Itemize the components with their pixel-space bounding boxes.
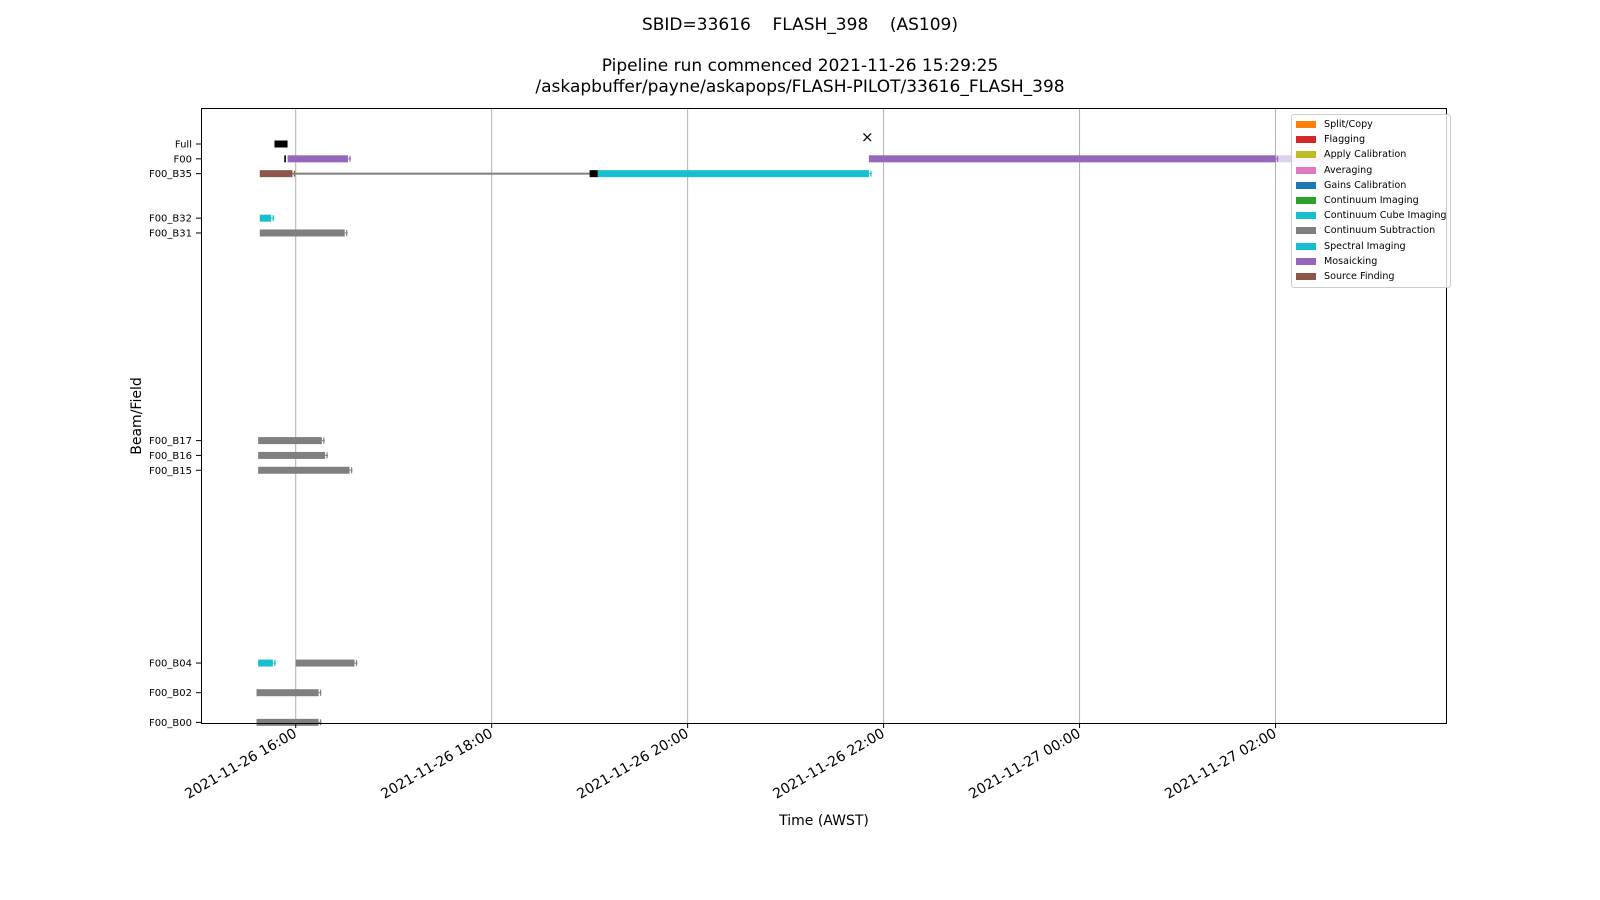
x-tick-label-2021-11-27-00-00: 2021-11-27 00:00 <box>966 726 1083 803</box>
legend-item-continuum-imaging: Continuum Imaging <box>1296 193 1446 208</box>
bar-f00-b02-continuum-subtraction-16 <box>256 689 319 697</box>
legend-item-source-finding: Source Finding <box>1296 269 1446 284</box>
legend-swatch-flagging <box>1296 136 1316 144</box>
bar-f00-b35-other-6 <box>292 172 598 175</box>
legend-label-continuum-subtraction: Continuum Subtraction <box>1324 225 1436 237</box>
bar-f00-b16-continuum-subtraction-12 <box>258 451 326 459</box>
plot-frame <box>201 108 1447 724</box>
legend-label-apply-calibration: Apply Calibration <box>1324 149 1407 161</box>
failure-marker-f00-0: × <box>861 128 874 146</box>
bar-f00-b31-continuum-subtraction-10 <box>259 229 345 237</box>
x-tick-label-2021-11-26-18-00: 2021-11-26 18:00 <box>378 726 495 803</box>
y-tick-label-f00-b04: F00_B04 <box>149 659 192 670</box>
legend-item-mosaicking: Mosaicking <box>1296 254 1446 269</box>
y-axis-ticks: Full F00 F00_B35 F00_B32 F00_B31 F00_B17 F00_B… <box>149 140 201 729</box>
legend-swatch-source-finding <box>1296 272 1316 280</box>
legend-swatch-apply-calibration <box>1296 151 1316 159</box>
legend-item-split-copy: Split/Copy <box>1296 117 1446 132</box>
legend-label-flagging: Flagging <box>1324 134 1366 146</box>
legend-label-split-copy: Split/Copy <box>1324 119 1373 131</box>
bar-f00-b32-spectral-imaging-9 <box>259 214 272 222</box>
legend: Split/Copy Flagging Apply Calibration Avera… <box>1291 114 1451 289</box>
legend-item-averaging: Averaging <box>1296 163 1446 178</box>
y-tick-label-f00-b15: F00_B15 <box>149 466 192 477</box>
bar-full-other-0 <box>274 140 288 148</box>
legend-swatch-split-copy <box>1296 121 1316 129</box>
legend-label-averaging: Averaging <box>1324 164 1373 176</box>
bar-f00-b35-other-7 <box>589 170 598 178</box>
x-axis-ticks: 2021-11-26 16:00 2021-11-26 18:00 2021-11-… <box>182 723 1280 803</box>
x-tick-label-2021-11-26-20-00: 2021-11-26 20:00 <box>574 726 691 803</box>
bar-f00-b17-continuum-subtraction-11 <box>258 437 322 445</box>
y-tick-label-f00: F00 <box>174 154 192 165</box>
legend-swatch-continuum-imaging <box>1296 197 1316 205</box>
y-tick-label-f00-b02: F00_B02 <box>149 688 192 699</box>
chart-subtitle-run: Pipeline run commenced 2021-11-26 15:29:… <box>601 56 999 76</box>
legend-swatch-continuum-subtraction <box>1296 227 1316 235</box>
legend-swatch-gains-calibration <box>1296 181 1316 189</box>
bar-f00-b04-continuum-subtraction-15 <box>295 659 355 667</box>
x-tick-label-2021-11-27-02-00: 2021-11-27 02:00 <box>1162 726 1279 803</box>
legend-swatch-spectral-imaging <box>1296 242 1316 250</box>
bar-f00-other-1 <box>284 155 286 163</box>
y-tick-label-f00-b16: F00_B16 <box>149 451 192 462</box>
y-axis-label: Beam/Field <box>129 377 145 454</box>
y-tick-label-full: Full <box>175 140 192 151</box>
bar-f00-b35-source-finding-5 <box>259 170 293 178</box>
y-tick-label-f00-b00: F00_B00 <box>149 718 192 729</box>
legend-label-spectral-imaging: Spectral Imaging <box>1324 240 1406 252</box>
legend-item-spectral-imaging: Spectral Imaging <box>1296 239 1446 254</box>
y-tick-label-f00-b17: F00_B17 <box>149 436 192 447</box>
legend-label-continuum-imaging: Continuum Imaging <box>1324 195 1419 207</box>
bar-f00-mosaicking-2 <box>287 155 348 163</box>
failure-markers: × <box>861 128 874 146</box>
x-tick-label-2021-11-26-22-00: 2021-11-26 22:00 <box>770 726 887 803</box>
y-tick-label-f00-b35: F00_B35 <box>149 169 192 180</box>
chart-subtitle-path: /askapbuffer/payne/askapops/FLASH-PILOT/… <box>535 77 1065 97</box>
bar-f00-b15-continuum-subtraction-13 <box>258 466 350 474</box>
legend-item-continuum-subtraction: Continuum Subtraction <box>1296 223 1446 238</box>
bar-f00-b04-spectral-imaging-14 <box>258 659 273 667</box>
legend-swatch-averaging <box>1296 166 1316 174</box>
legend-label-continuum-cube-imaging: Continuum Cube Imaging <box>1324 210 1447 222</box>
chart-title: SBID=33616 FLASH_398 (AS109) <box>641 15 959 35</box>
x-axis-label: Time (AWST) <box>778 813 869 829</box>
legend-swatch-mosaicking <box>1296 257 1316 265</box>
y-tick-label-f00-b31: F00_B31 <box>149 228 192 239</box>
bar-f00-b35-spectral-imaging-8 <box>597 170 869 178</box>
y-tick-label-f00-b32: F00_B32 <box>149 214 192 225</box>
bar-f00-b00-continuum-subtraction-17 <box>256 718 319 726</box>
bar-f00-mosaicking-3 <box>868 155 1276 163</box>
legend-item-continuum-cube-imaging: Continuum Cube Imaging <box>1296 208 1447 223</box>
legend-label-source-finding: Source Finding <box>1324 270 1395 282</box>
legend-swatch-continuum-cube-imaging <box>1296 212 1316 220</box>
bars <box>256 140 1350 726</box>
grid-lines <box>295 108 1277 723</box>
legend-item-gains-calibration: Gains Calibration <box>1296 178 1446 193</box>
legend-item-flagging: Flagging <box>1296 132 1446 147</box>
legend-label-gains-calibration: Gains Calibration <box>1324 179 1407 191</box>
x-tick-label-2021-11-26-16-00: 2021-11-26 16:00 <box>182 726 299 803</box>
legend-label-mosaicking: Mosaicking <box>1324 255 1378 267</box>
legend-item-apply-calibration: Apply Calibration <box>1296 147 1446 162</box>
